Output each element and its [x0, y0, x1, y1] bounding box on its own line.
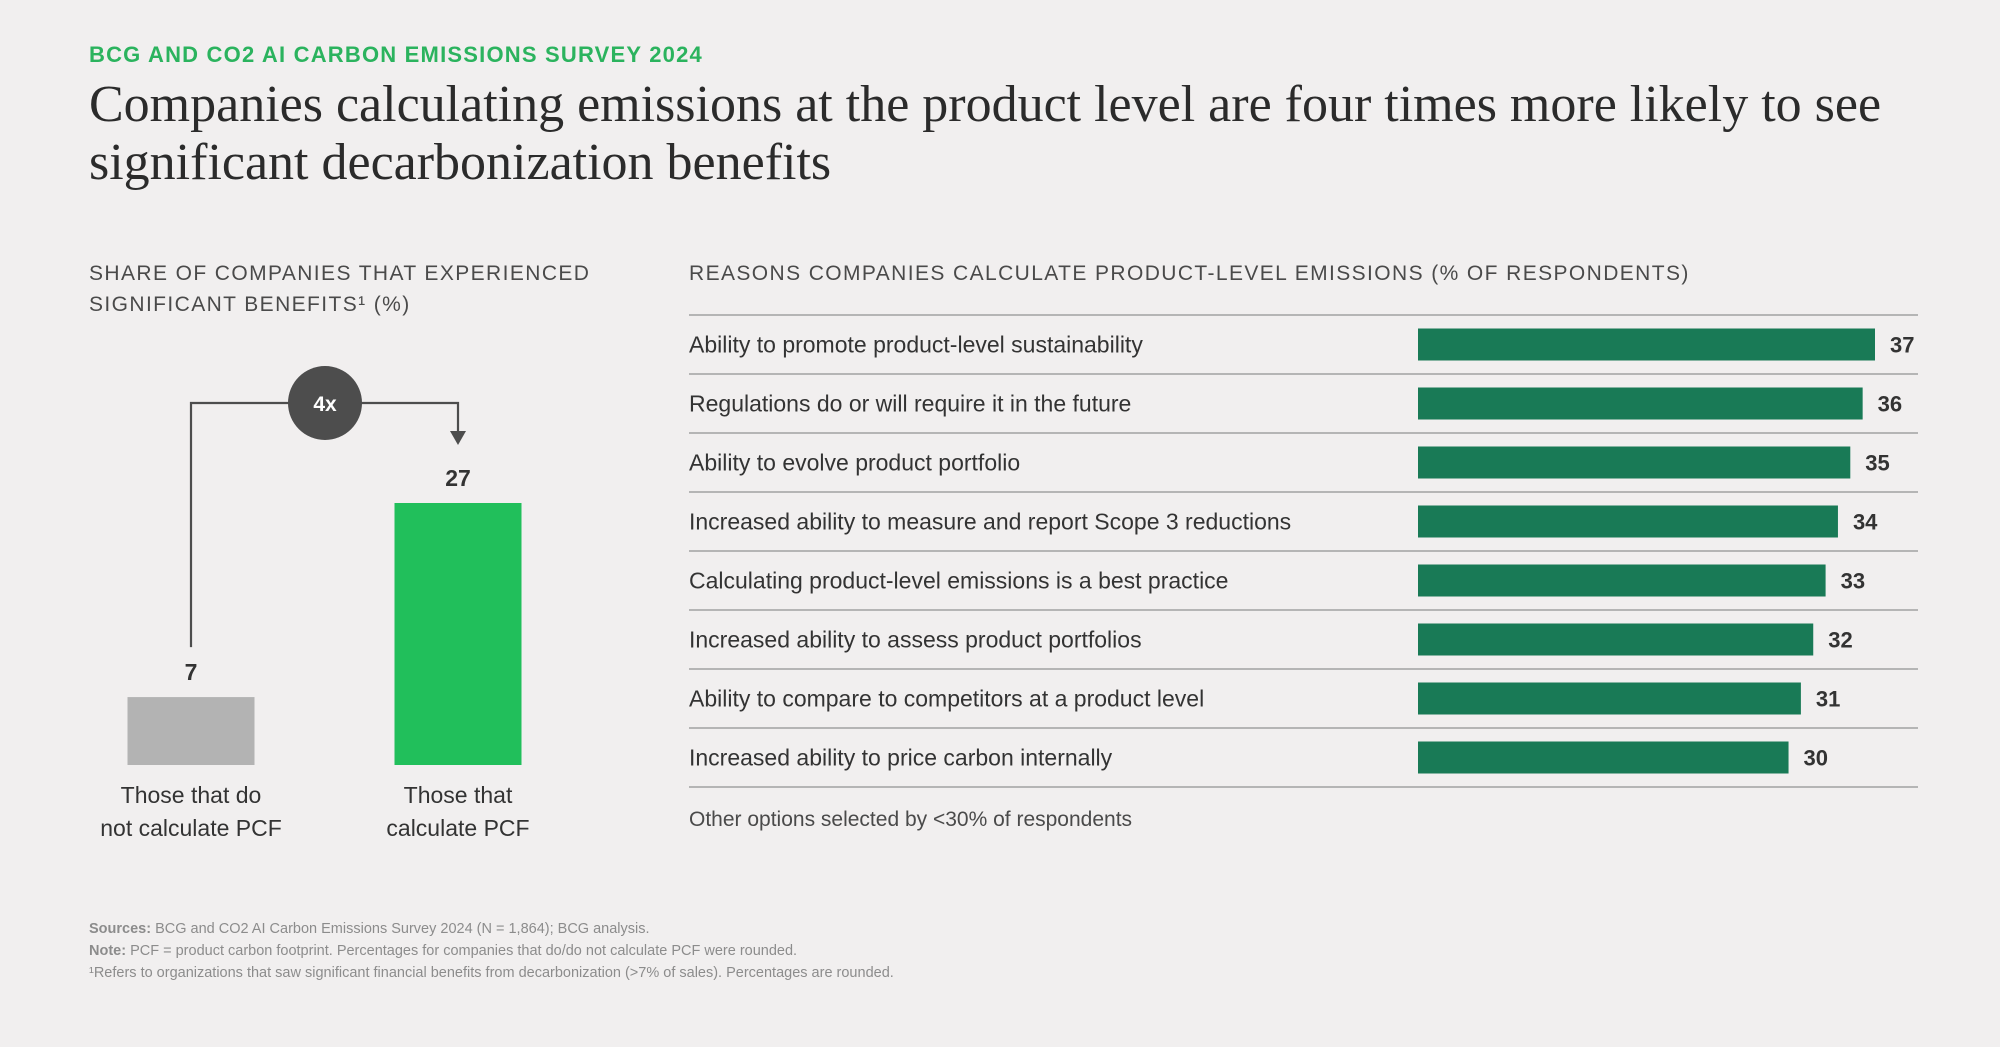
row-value: 33	[1841, 569, 1865, 594]
row-bar	[1418, 505, 1838, 538]
row-label: Increased ability to assess product port…	[689, 627, 1142, 653]
footnotes: Sources: BCG and CO2 AI Carbon Emissions…	[89, 918, 1889, 984]
sources-label: Sources:	[89, 921, 152, 937]
right-chart-title: REASONS COMPANIES CALCULATE PRODUCT-LEVE…	[689, 262, 1690, 285]
row-value: 32	[1828, 628, 1852, 653]
value-label-2: 27	[445, 465, 471, 491]
note-text: PCF = product carbon footprint. Percenta…	[130, 943, 798, 959]
category-label-2-line-1: Those that	[404, 782, 513, 808]
row-bar	[1418, 387, 1863, 420]
sources-text: BCG and CO2 AI Carbon Emissions Survey 2…	[155, 921, 650, 937]
value-label-1: 7	[185, 659, 198, 685]
bar-1	[127, 697, 255, 765]
other-options-note: Other options selected by <30% of respon…	[689, 808, 1133, 831]
multiplier-label: 4x	[313, 393, 337, 416]
row-value: 34	[1853, 510, 1878, 535]
row-label: Ability to compare to competitors at a p…	[689, 686, 1204, 712]
sources-line: Sources: BCG and CO2 AI Carbon Emissions…	[89, 918, 1889, 940]
row-label: Ability to evolve product portfolio	[689, 450, 1020, 476]
row-label: Increased ability to measure and report …	[689, 509, 1291, 535]
category-label-1-line-1: Those that do	[121, 782, 262, 808]
bar-2	[394, 503, 522, 765]
row-label: Regulations do or will require it in the…	[689, 391, 1131, 417]
row-value: 30	[1804, 746, 1828, 771]
row-value: 31	[1816, 687, 1840, 712]
row-value: 35	[1865, 451, 1889, 476]
row-bar	[1418, 741, 1789, 774]
survey-eyebrow: BCG AND CO2 AI CARBON EMISSIONS SURVEY 2…	[89, 42, 703, 67]
left-chart-title: SHARE OF COMPANIES THAT EXPERIENCED SIGN…	[89, 262, 591, 316]
note-line: Note: PCF = product carbon footprint. Pe…	[89, 940, 1889, 962]
category-label-2-line-2: calculate PCF	[386, 815, 529, 841]
row-value: 36	[1878, 392, 1902, 417]
row-bar	[1418, 682, 1801, 715]
category-label-1-line-2: not calculate PCF	[100, 815, 282, 841]
row-label: Increased ability to price carbon intern…	[689, 745, 1113, 771]
page-title: Companies calculating emissions at the p…	[89, 76, 1882, 191]
row-label: Ability to promote product-level sustain…	[689, 332, 1143, 358]
row-value: 37	[1890, 333, 1914, 358]
footnote-1: ¹Refers to organizations that saw signif…	[89, 965, 894, 981]
row-bar	[1418, 446, 1851, 479]
row-bar	[1418, 328, 1875, 361]
multiplier-circle	[288, 366, 362, 440]
benefits-bar-chart: 7 Those that do not calculate PCF 27 Those t…	[100, 366, 530, 841]
row-bar	[1418, 623, 1814, 656]
row-label: Calculating product-level emissions is a…	[689, 568, 1228, 594]
arrow-head-icon	[450, 431, 466, 445]
row-bar	[1418, 564, 1826, 597]
note-label: Note:	[89, 943, 127, 959]
